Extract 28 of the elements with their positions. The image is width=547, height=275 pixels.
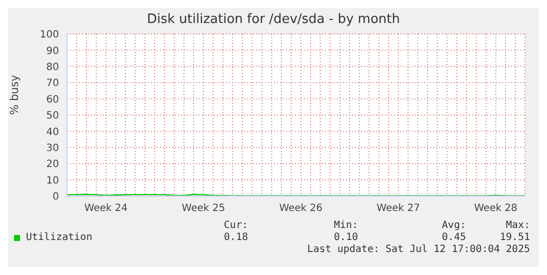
y-tick-label: 50 bbox=[46, 110, 59, 122]
y-tick-label: 40 bbox=[46, 126, 59, 138]
y-tick-label: 90 bbox=[46, 46, 59, 57]
text: 0.18 bbox=[222, 232, 248, 244]
y-tick-label: 20 bbox=[46, 159, 59, 170]
x-tick-label: Week 28 bbox=[474, 203, 518, 214]
text: 0.10 bbox=[332, 232, 358, 244]
y-tick-label: 70 bbox=[46, 78, 59, 90]
text: 19.51 bbox=[498, 232, 530, 244]
text: 0.45 bbox=[440, 232, 466, 244]
y-tick-label: 60 bbox=[46, 94, 59, 106]
y-tick-label: 100 bbox=[40, 30, 59, 41]
legend-label: Utilization bbox=[26, 232, 92, 244]
text: Max: bbox=[504, 220, 530, 232]
y-tick-label: 0 bbox=[52, 192, 59, 203]
text: Avg: bbox=[440, 220, 466, 232]
y-tick-label: 30 bbox=[46, 142, 59, 154]
text: Min: bbox=[332, 220, 358, 232]
x-tick-label: Week 24 bbox=[84, 203, 128, 214]
x-tick-label: Week 25 bbox=[182, 203, 226, 214]
x-tick-label: Week 27 bbox=[376, 203, 420, 214]
y-tick-label: 80 bbox=[46, 62, 59, 73]
x-tick-label: Week 26 bbox=[279, 203, 323, 214]
chart-title: Disk utilization for /dev/sda - by month bbox=[146, 12, 401, 27]
y-tick-label: 10 bbox=[46, 175, 59, 186]
text: Cur: bbox=[222, 220, 248, 232]
text: Last update: Sat Jul 12 17:00:04 2025 bbox=[306, 244, 530, 256]
y-axis-title: % busy bbox=[8, 74, 21, 115]
